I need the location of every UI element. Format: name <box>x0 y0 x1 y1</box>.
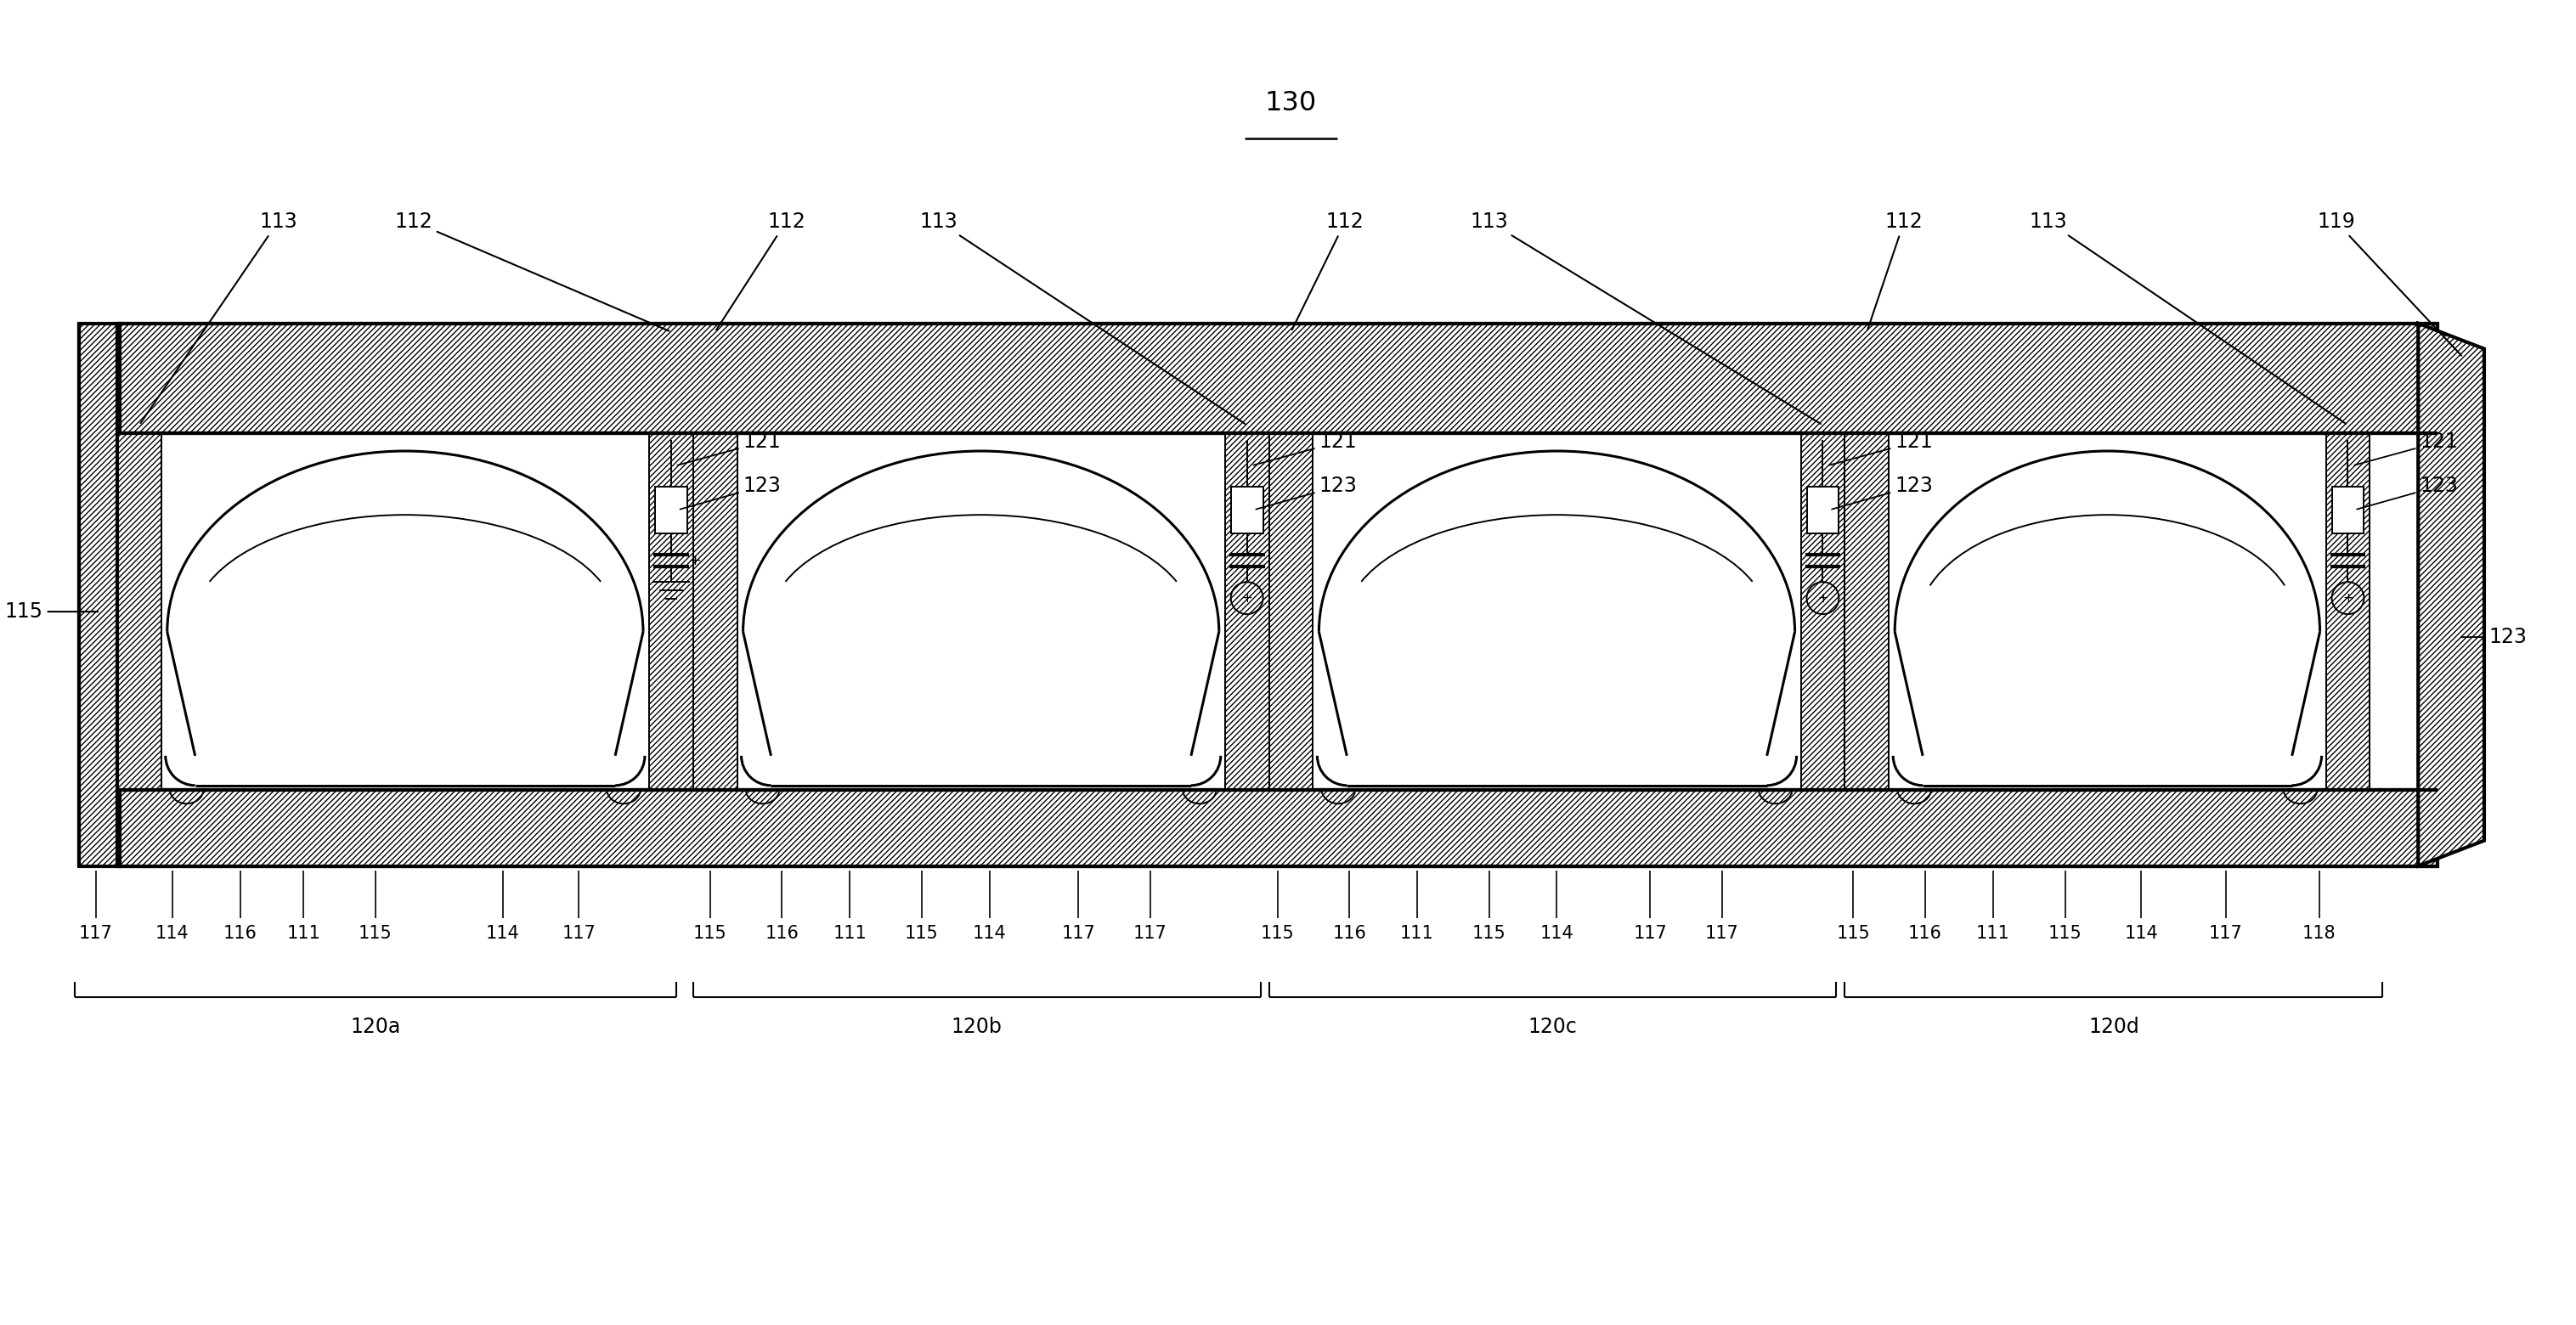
Text: 114: 114 <box>155 925 188 942</box>
Text: 112: 112 <box>394 212 670 331</box>
Text: 114: 114 <box>2125 925 2159 942</box>
Text: 113: 113 <box>1471 212 1821 424</box>
Text: 117: 117 <box>562 925 595 942</box>
Text: 117: 117 <box>1705 925 1739 942</box>
Text: 115: 115 <box>904 925 938 942</box>
Text: 116: 116 <box>1332 925 1365 942</box>
Text: 130: 130 <box>1265 90 1316 117</box>
Bar <box>693 433 737 790</box>
Text: 112: 112 <box>1868 212 1924 330</box>
Text: 111: 111 <box>832 925 866 942</box>
Text: 115: 115 <box>5 602 98 621</box>
Bar <box>2326 433 2370 790</box>
Bar <box>2331 488 2365 534</box>
Text: +: + <box>1242 592 1252 604</box>
Text: 123: 123 <box>1832 476 1932 509</box>
Text: 113: 113 <box>920 212 1244 424</box>
Bar <box>118 323 2437 433</box>
Text: 116: 116 <box>1909 925 1942 942</box>
Bar <box>654 488 688 534</box>
Text: 117: 117 <box>80 925 113 942</box>
Text: 123: 123 <box>2357 476 2458 509</box>
Text: 112: 112 <box>716 212 806 330</box>
Text: 121: 121 <box>677 432 781 465</box>
Text: 121: 121 <box>2354 432 2458 465</box>
Text: +: + <box>2342 592 2354 604</box>
Text: 114: 114 <box>1540 925 1574 942</box>
Text: 120b: 120b <box>951 1016 1002 1037</box>
Bar <box>649 433 693 790</box>
Bar <box>1801 433 1844 790</box>
Bar <box>1226 433 1270 790</box>
Text: +: + <box>1819 592 1829 604</box>
Bar <box>1806 488 1839 534</box>
Text: 115: 115 <box>1837 925 1870 942</box>
Text: +: + <box>688 553 701 568</box>
Text: 114: 114 <box>487 925 520 942</box>
Text: 111: 111 <box>1401 925 1435 942</box>
Text: 120a: 120a <box>350 1016 402 1037</box>
Bar <box>118 790 2437 867</box>
Text: 114: 114 <box>974 925 1007 942</box>
Text: 123: 123 <box>2460 627 2527 647</box>
Bar <box>1270 433 1314 790</box>
Text: 120d: 120d <box>2089 1016 2138 1037</box>
Bar <box>1231 488 1262 534</box>
Text: 112: 112 <box>1293 212 1365 330</box>
Text: 111: 111 <box>1976 925 2009 942</box>
Text: 117: 117 <box>1133 925 1167 942</box>
Text: 115: 115 <box>693 925 726 942</box>
Text: 116: 116 <box>765 925 799 942</box>
Text: 119: 119 <box>2316 212 2463 355</box>
Text: 115: 115 <box>1473 925 1507 942</box>
Bar <box>118 433 162 790</box>
Text: 113: 113 <box>2030 212 2347 424</box>
Text: 118: 118 <box>2303 925 2336 942</box>
Text: 115: 115 <box>1260 925 1293 942</box>
Polygon shape <box>2419 323 2483 867</box>
Text: 121: 121 <box>1255 432 1358 465</box>
Text: 123: 123 <box>680 476 781 509</box>
Text: 117: 117 <box>1061 925 1095 942</box>
Text: 116: 116 <box>224 925 258 942</box>
Bar <box>1844 433 1888 790</box>
Bar <box>80 323 118 867</box>
Text: 113: 113 <box>142 212 296 423</box>
Text: 120c: 120c <box>1528 1016 1577 1037</box>
Text: 115: 115 <box>2048 925 2081 942</box>
Text: 121: 121 <box>1829 432 1932 465</box>
Text: 115: 115 <box>358 925 392 942</box>
Text: 111: 111 <box>286 925 319 942</box>
Text: 117: 117 <box>1633 925 1667 942</box>
Text: 117: 117 <box>2210 925 2244 942</box>
Text: 123: 123 <box>1257 476 1358 509</box>
